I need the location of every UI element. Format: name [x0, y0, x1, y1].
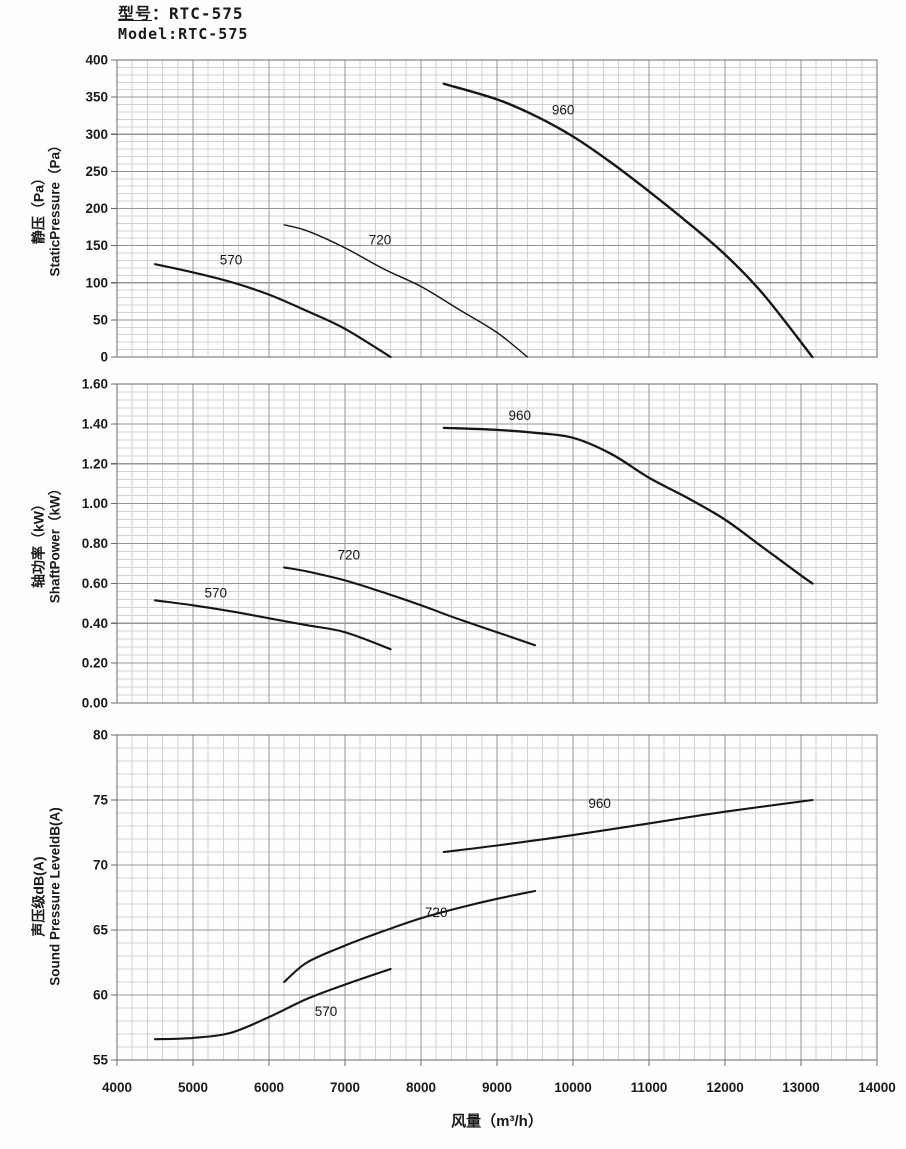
curve-label-720: 720	[425, 905, 448, 920]
y-tick-label: 65	[93, 923, 109, 938]
y-tick-label: 0.00	[82, 696, 108, 711]
model-colon: ：	[152, 4, 170, 23]
curve-720-static-pressure	[283, 224, 529, 358]
y-axis-title-cn: 静压（Pa）	[30, 170, 47, 245]
x-tick-label: 13000	[782, 1080, 820, 1095]
model-line-en: Model:RTC-575	[118, 25, 249, 43]
chart-static-pressure: 400 350 300 250 200 150 100 50 0 570 720 960	[85, 53, 878, 365]
page-title: 型号：RTC-575 Model:RTC-575	[118, 4, 248, 44]
y-axis-title-sound-level: 声压级dB(A) Sound Pressure LeveldB(A)	[31, 727, 64, 1067]
y-tick-label: 70	[93, 858, 108, 873]
y-tick-label: 50	[93, 312, 108, 327]
model-label-cn: 型号	[118, 4, 153, 23]
curve-label-720: 720	[338, 547, 361, 562]
x-tick-label: 4000	[102, 1080, 132, 1095]
y-tick-label: 60	[93, 988, 108, 1003]
grid-major-shaft-power	[117, 384, 877, 703]
curve-720-shaft-power	[283, 566, 537, 647]
y-tick-label: 55	[93, 1053, 109, 1068]
x-tick-label: 5000	[178, 1080, 208, 1095]
x-tick-label: 8000	[406, 1080, 436, 1095]
y-axis-title-static-pressure: 静压（Pa） StaticPressure（Pa）	[31, 38, 64, 378]
grid-major-static-pressure	[117, 60, 877, 357]
y-tick-label: 0	[100, 350, 108, 365]
curve-570-static-pressure	[153, 263, 392, 359]
y-tick-label: 400	[85, 53, 108, 68]
grid-major-sound-pressure-level	[117, 735, 877, 1060]
y-axis-title-cn: 轴功率（kW）	[30, 497, 47, 588]
y-tick-label: 0.20	[82, 656, 108, 671]
curve-label-570: 570	[205, 585, 228, 600]
x-tick-label: 10000	[554, 1080, 592, 1095]
curve-960-shaft-power	[442, 426, 814, 585]
curve-720-sound-pressure-level	[283, 889, 537, 984]
y-tick-label: 0.80	[82, 536, 108, 551]
x-tick-label: 7000	[330, 1080, 360, 1095]
y-tick-label: 75	[93, 793, 109, 808]
curve-label-570: 570	[315, 1004, 338, 1019]
curve-label-960: 960	[552, 102, 575, 117]
curve-960-static-pressure	[442, 82, 814, 359]
x-tick-label: 14000	[858, 1080, 896, 1095]
model-value-cn: RTC-575	[169, 4, 244, 23]
curve-570-sound-pressure-level	[153, 967, 392, 1041]
x-axis-title: 风量（m³/h）	[451, 1113, 543, 1130]
y-tick-label: 250	[85, 164, 108, 179]
y-tick-label: 1.40	[82, 416, 108, 431]
x-tick-label: 6000	[254, 1080, 284, 1095]
y-axis-title-en: Sound Pressure LeveldB(A)	[47, 807, 63, 986]
chart-sound-pressure-level: 80 75 70 65 60 55 570 720 960 4000 5000 6000 7000 800…	[93, 728, 896, 1096]
curve-570-shaft-power	[153, 599, 392, 651]
y-tick-label: 1.20	[82, 456, 108, 471]
y-tick-label: 350	[85, 90, 108, 105]
x-tick-label: 12000	[706, 1080, 744, 1095]
y-axis-title-shaft-power: 轴功率（kW） ShaftPower（kW）	[31, 373, 64, 713]
curve-label-720: 720	[369, 232, 392, 247]
y-tick-label: 100	[85, 275, 108, 290]
y-axis-title-cn: 声压级dB(A)	[30, 856, 47, 937]
y-axis-title-en: ShaftPower（kW）	[47, 481, 63, 604]
chart-shaft-power: 1.60 1.40 1.20 1.00 0.80 0.60 0.40 0.20 0.00 570 7…	[82, 377, 878, 711]
y-tick-label: 150	[85, 238, 108, 253]
y-tick-label: 80	[93, 728, 108, 743]
curve-label-960: 960	[588, 796, 611, 811]
x-tick-label: 11000	[631, 1080, 668, 1095]
y-tick-label: 0.40	[82, 616, 108, 631]
curve-label-570: 570	[220, 252, 243, 267]
curve-label-960: 960	[509, 408, 532, 423]
y-tick-label: 200	[85, 201, 108, 216]
x-tick-label: 9000	[482, 1080, 512, 1095]
y-tick-label: 300	[85, 127, 108, 142]
model-line-cn: 型号：RTC-575	[118, 4, 248, 24]
curve-960-sound-pressure-level	[442, 798, 814, 854]
y-tick-label: 1.60	[82, 377, 108, 392]
y-tick-label: 0.60	[82, 576, 108, 591]
y-tick-label: 1.00	[82, 496, 108, 511]
y-axis-title-en: StaticPressure（Pa）	[47, 138, 63, 277]
